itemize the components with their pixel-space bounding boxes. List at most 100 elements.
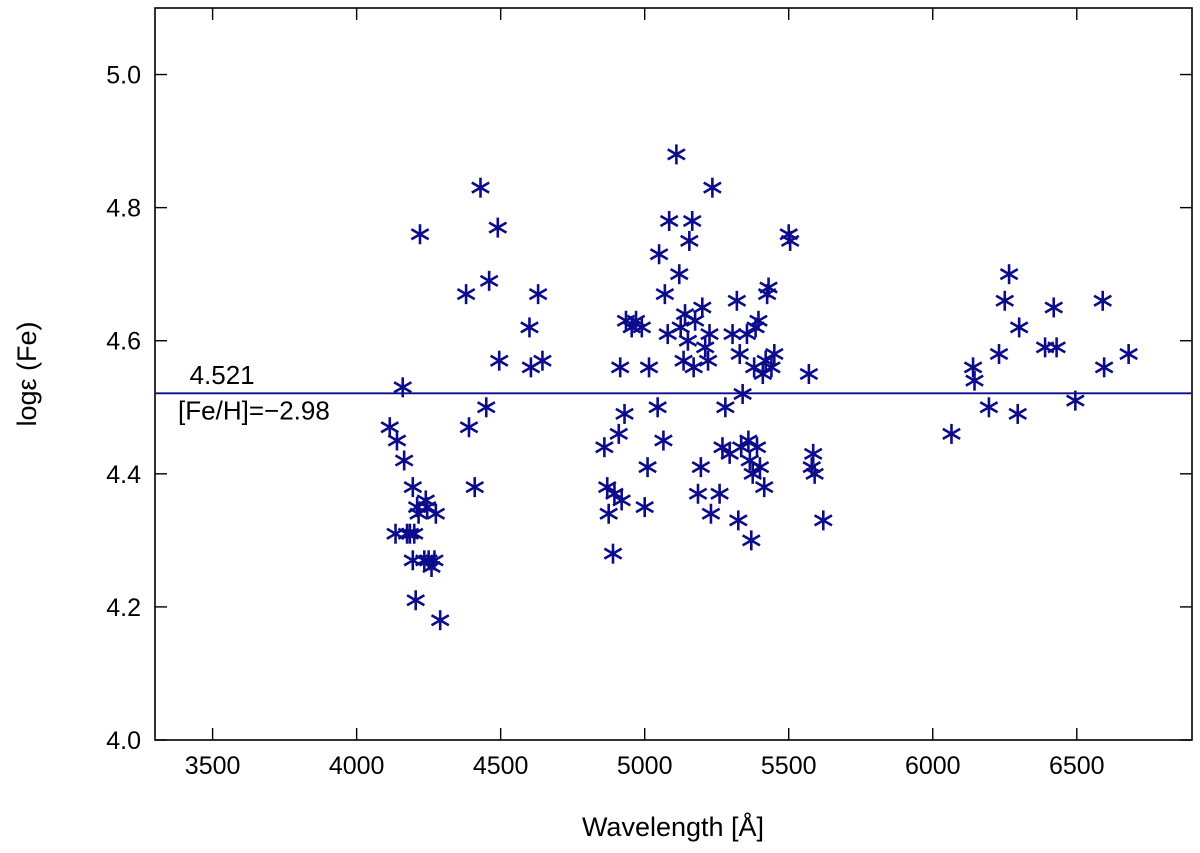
- data-point: [753, 364, 773, 384]
- data-point: [403, 477, 423, 498]
- data-point: [528, 284, 548, 305]
- data-point: [479, 270, 499, 291]
- data-point: [417, 497, 437, 518]
- data-point: [803, 443, 823, 464]
- data-point: [716, 397, 735, 418]
- data-point: [989, 344, 1009, 365]
- data-point: [741, 530, 761, 551]
- data-point: [648, 397, 667, 418]
- data-point: [746, 317, 765, 338]
- data-point: [595, 437, 614, 458]
- data-point: [733, 383, 752, 404]
- data-point: [632, 317, 652, 338]
- data-point: [403, 550, 423, 571]
- data-point: [685, 310, 705, 331]
- data-point: [609, 423, 629, 444]
- data-point: [426, 503, 446, 524]
- data-point: [729, 510, 748, 531]
- data-point: [723, 324, 742, 345]
- data-point: [703, 177, 722, 198]
- data-point: [675, 304, 695, 325]
- data-point: [759, 277, 778, 298]
- data-point: [394, 450, 414, 471]
- plot-frame: [154, 7, 1193, 741]
- data-point: [422, 556, 441, 577]
- data-point: [684, 357, 703, 378]
- data-point: [520, 317, 539, 338]
- y-axis-title: logε (Fe): [12, 321, 42, 426]
- data-point: [471, 177, 490, 198]
- x-tick-label: 5000: [617, 752, 673, 780]
- data-point: [995, 290, 1015, 311]
- data-point: [737, 324, 757, 345]
- data-point: [1008, 403, 1028, 424]
- data-point: [654, 430, 673, 451]
- data-point: [780, 230, 800, 251]
- data-point: [1047, 337, 1066, 358]
- data-point: [615, 403, 634, 424]
- data-point: [698, 350, 718, 371]
- data-point: [799, 364, 819, 384]
- data-point: [612, 490, 631, 511]
- y-tick-label: 5.0: [106, 62, 141, 90]
- data-point: [691, 457, 711, 478]
- data-point: [671, 317, 691, 338]
- data-point: [979, 397, 999, 418]
- data-point: [678, 330, 698, 351]
- metallicity-label: [Fe/H]=−2.98: [178, 395, 330, 425]
- data-point: [635, 497, 655, 518]
- data-point: [701, 503, 721, 524]
- data-point: [1009, 317, 1029, 338]
- data-point: [476, 397, 496, 418]
- data-point: [802, 457, 822, 478]
- data-point: [649, 244, 669, 265]
- data-point: [963, 357, 983, 378]
- data-points: [380, 144, 1138, 631]
- data-point: [813, 510, 833, 531]
- data-point: [688, 483, 708, 504]
- data-point: [610, 357, 630, 378]
- data-point: [692, 297, 712, 318]
- data-point: [750, 457, 770, 478]
- data-point: [430, 610, 450, 631]
- data-point: [713, 437, 732, 458]
- data-point: [397, 523, 417, 544]
- data-point: [739, 430, 758, 451]
- data-point: [404, 523, 424, 544]
- data-point: [639, 357, 659, 378]
- x-tick-label: 6000: [905, 752, 961, 780]
- data-point: [1119, 344, 1138, 365]
- x-axis-title: Wavelength [Å]: [582, 811, 764, 842]
- data-point: [942, 423, 961, 444]
- data-point: [674, 350, 693, 371]
- y-tick-label: 4.4: [106, 461, 141, 489]
- data-point: [1066, 390, 1085, 411]
- data-point: [700, 324, 719, 345]
- y-tick-label: 4.2: [106, 594, 141, 622]
- data-point: [459, 417, 479, 438]
- data-point: [747, 437, 767, 458]
- data-point: [488, 217, 508, 238]
- data-point: [456, 284, 476, 305]
- data-point: [680, 230, 699, 251]
- data-point: [380, 417, 400, 438]
- data-point: [655, 284, 675, 305]
- data-point: [658, 324, 678, 345]
- data-point: [386, 523, 405, 544]
- axis-ticks: [155, 8, 1192, 741]
- data-point: [597, 477, 617, 498]
- data-point: [1044, 297, 1064, 318]
- data-point: [406, 590, 426, 611]
- data-point: [682, 210, 702, 231]
- data-point: [754, 477, 774, 498]
- data-point: [465, 477, 485, 498]
- data-point: [749, 310, 768, 331]
- data-point: [765, 344, 784, 365]
- data-point: [533, 350, 552, 371]
- data-point: [730, 344, 750, 365]
- mean-value-label: 4.521: [190, 360, 255, 390]
- data-point: [805, 463, 824, 484]
- data-point: [659, 210, 679, 231]
- data-point: [1094, 357, 1114, 378]
